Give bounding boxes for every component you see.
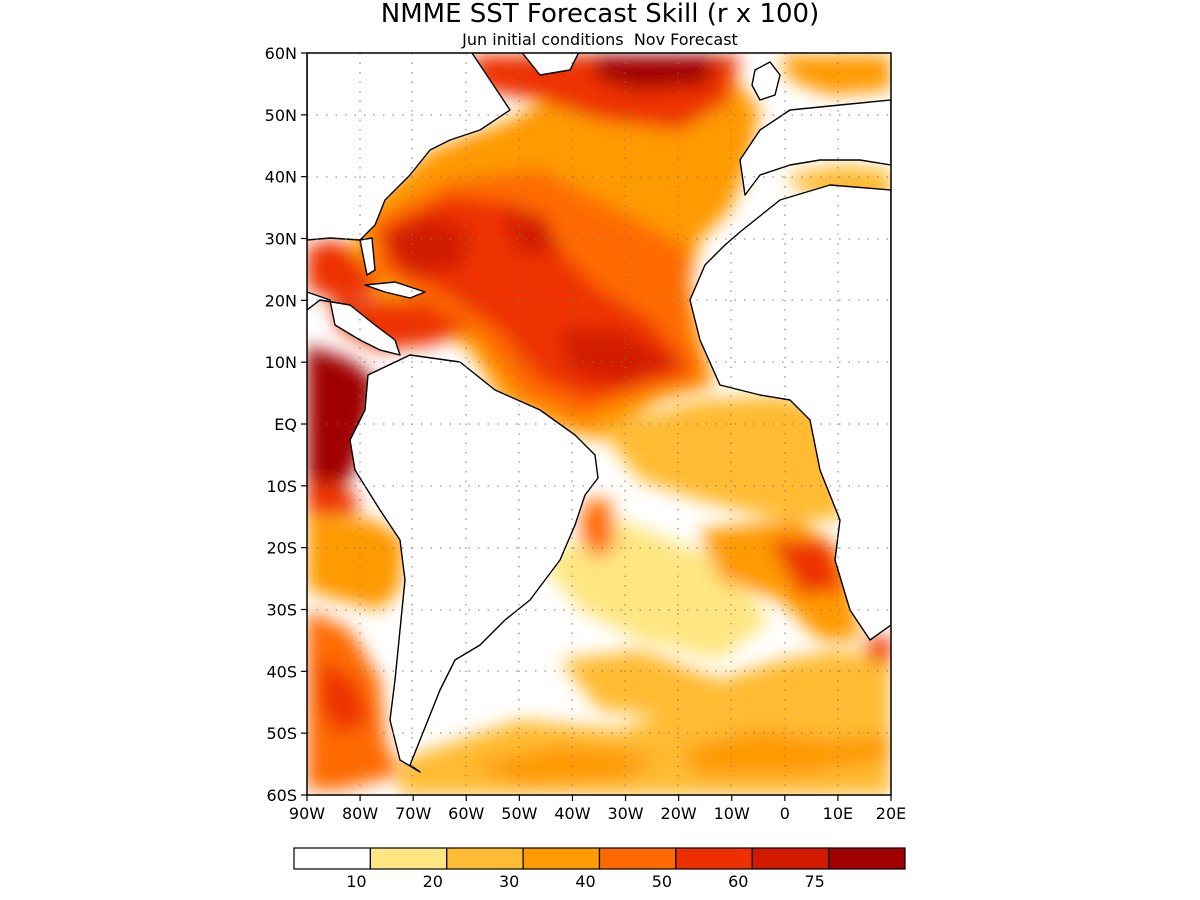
colorbar-segment [675,847,753,870]
north-america-land [307,53,511,241]
colorbar-label: 60 [728,872,748,891]
skill-field-east-pacific-edge [307,480,360,515]
colorbar: 10 20 30 40 50 60 75 [293,847,906,891]
colorbar-segment [293,847,371,870]
skill-field-southern-ocean-core [470,745,660,785]
colorbar-segment [522,847,601,870]
colorbar-segment [369,847,448,870]
latitude-axis: 60N 50N 40N 30N 20N 10N EQ 10S 20S 30S 40S 50S 60S [265,44,307,805]
colorbar-label: 30 [499,872,519,891]
lon-label: 70W [395,804,431,823]
mexico-central-america-land [307,291,401,356]
skill-field-far-north-max [590,55,720,90]
lon-label: 60W [448,804,484,823]
skill-field-sw-pacific-a [307,515,405,610]
lon-label: 0 [780,804,790,823]
skill-field-benguela-core [770,540,845,595]
lon-label: 40W [554,804,590,823]
figure-subtitle: Jun initial conditions Nov Forecast [461,30,738,49]
land-masses [307,53,891,773]
colorbar-segment [598,847,677,870]
colorbar-label: 40 [575,872,595,891]
lon-label: 30W [607,804,643,823]
cuba-land [364,281,426,299]
colorbar-label: 50 [652,872,672,891]
skill-field-ne-corner [780,55,891,95]
lon-label: 10E [823,804,853,823]
skill-field-southern-ocean-east [680,730,891,775]
lat-label: 50N [265,106,297,125]
africa-land [689,184,891,641]
greenland-land [521,53,580,76]
south-america-land [349,354,599,773]
lon-label: 10W [714,804,750,823]
lat-label: 50S [266,724,297,743]
lat-label: 40S [266,662,297,681]
lat-label: 40N [265,168,297,187]
lat-label: EQ [274,415,297,434]
britain-land [751,61,781,101]
colorbar-label: 75 [804,872,824,891]
colorbar-segment [828,847,906,870]
lat-label: 60N [265,44,297,63]
graticule [307,53,891,795]
skill-field-cape [865,635,891,665]
lon-label: 50W [501,804,537,823]
lat-label: 10N [265,353,297,372]
florida-land [359,237,376,276]
longitude-axis: 90W 80W 70W 60W 50W 40W 30W 20W 10W 0 10E 20E [289,795,906,823]
colorbar-label: 20 [423,872,443,891]
skill-field-mid-south [560,650,891,720]
figure-title: NMME SST Forecast Skill (r x 100) [381,0,819,29]
colorbar-segment [446,847,524,870]
lon-label: 20E [876,804,906,823]
colorbar-segment [751,847,830,870]
lat-label: 30N [265,230,297,249]
skill-field-sw-pacific-c [320,660,370,735]
lat-label: 10S [266,477,297,496]
skill-field-gulf [307,240,380,300]
skill-field-hotspot-c [560,330,680,385]
map-panel [307,53,891,795]
skill-field-brazil-current [580,500,615,560]
lon-label: 20W [661,804,697,823]
europe-land [739,99,891,196]
lon-label: 90W [289,804,325,823]
skill-field-hotspot-a [380,215,470,275]
lon-label: 80W [342,804,378,823]
lat-label: 20N [265,291,297,310]
lat-label: 30S [266,601,297,620]
skill-shading [307,55,891,795]
lat-label: 20S [266,539,297,558]
colorbar-label: 10 [346,872,366,891]
skill-field-south-atlantic-tropical [600,395,850,520]
skill-field-hotspot-b [500,210,560,255]
lat-label: 60S [266,786,297,805]
